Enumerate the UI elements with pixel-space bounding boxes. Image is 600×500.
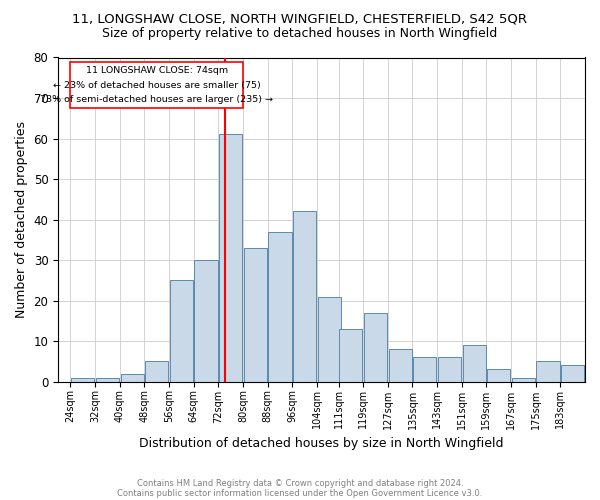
Bar [293,212,316,382]
Bar [170,280,193,382]
Bar [145,362,168,382]
Bar [389,349,412,382]
FancyBboxPatch shape [70,62,243,108]
Bar [561,366,584,382]
Bar [339,329,362,382]
Bar [219,134,242,382]
Bar [512,378,535,382]
Bar [96,378,119,382]
Bar [364,313,387,382]
Bar [268,232,292,382]
Text: ← 23% of detached houses are smaller (75): ← 23% of detached houses are smaller (75… [53,80,260,90]
Bar [71,378,94,382]
Text: Contains public sector information licensed under the Open Government Licence v3: Contains public sector information licen… [118,488,482,498]
Bar [487,370,510,382]
Bar [121,374,143,382]
Bar [463,345,485,382]
X-axis label: Distribution of detached houses by size in North Wingfield: Distribution of detached houses by size … [139,437,504,450]
Bar [438,358,461,382]
Bar [413,358,436,382]
Text: Size of property relative to detached houses in North Wingfield: Size of property relative to detached ho… [103,28,497,40]
Text: 73% of semi-detached houses are larger (235) →: 73% of semi-detached houses are larger (… [40,94,273,104]
Bar [244,248,267,382]
Text: 11 LONGSHAW CLOSE: 74sqm: 11 LONGSHAW CLOSE: 74sqm [86,66,228,76]
Bar [318,296,341,382]
Bar [536,362,560,382]
Text: Contains HM Land Registry data © Crown copyright and database right 2024.: Contains HM Land Registry data © Crown c… [137,478,463,488]
Y-axis label: Number of detached properties: Number of detached properties [15,121,28,318]
Text: 11, LONGSHAW CLOSE, NORTH WINGFIELD, CHESTERFIELD, S42 5QR: 11, LONGSHAW CLOSE, NORTH WINGFIELD, CHE… [73,12,527,26]
Bar [194,260,218,382]
